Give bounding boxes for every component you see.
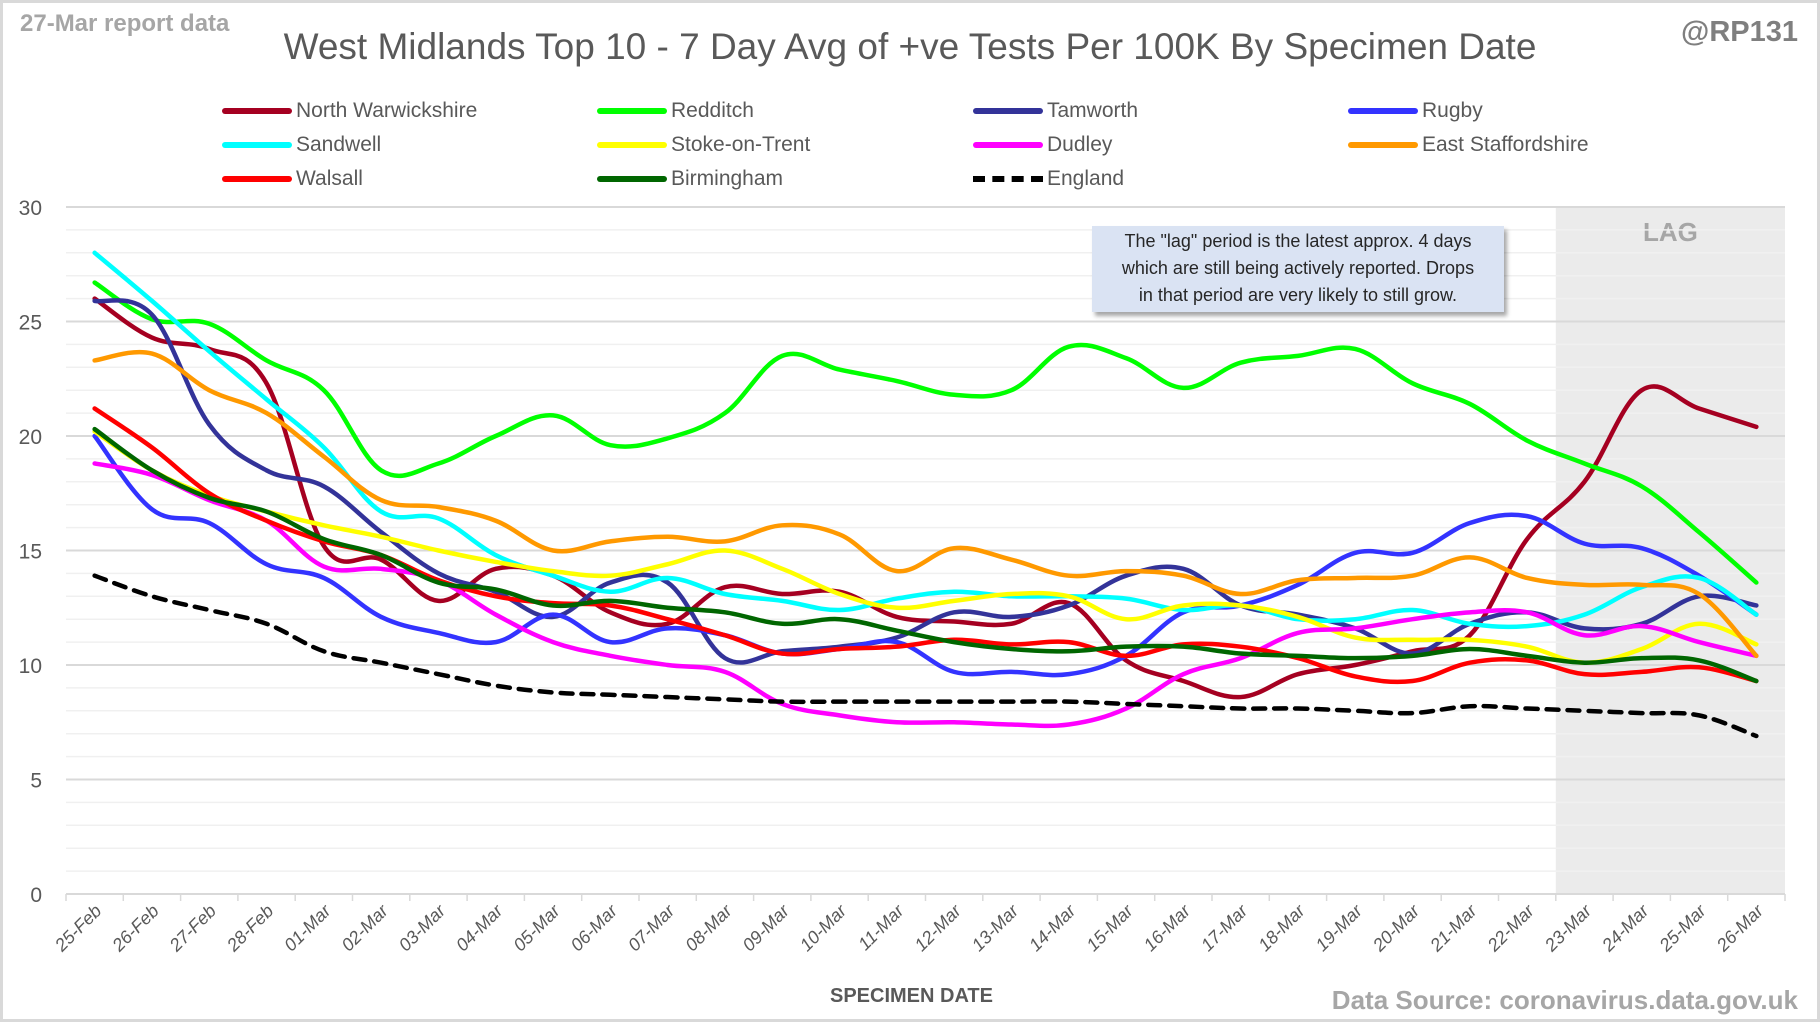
x-tick-label: 21-Mar: [1426, 900, 1482, 956]
x-tick-label: 06-Mar: [567, 900, 622, 955]
report-date-label: 27-Mar report data: [20, 10, 230, 37]
x-tick-label: 26-Feb: [108, 901, 163, 956]
series-line-dudley: [92, 461, 1759, 729]
x-tick-label: 09-Mar: [739, 900, 794, 955]
legend-swatch: [597, 108, 667, 114]
legend-label: Sandwell: [296, 133, 382, 156]
x-tick-label: 25-Mar: [1655, 900, 1711, 956]
lag-annotation-box: The "lag" period is the latest approx. 4…: [1092, 226, 1504, 312]
legend-item: England: [973, 164, 1124, 194]
legend-swatch: [973, 108, 1043, 114]
legend-swatch: [1348, 108, 1418, 114]
x-tick-label: 22-Mar: [1483, 900, 1539, 956]
x-tick-label: 01-Mar: [280, 900, 335, 955]
x-tick-label: 16-Mar: [1140, 900, 1195, 955]
x-tick-label: 25-Feb: [50, 901, 105, 956]
y-tick-label: 10: [19, 655, 42, 678]
annotation-line: which are still being actively reported.…: [1121, 258, 1475, 278]
x-tick-label: 15-Mar: [1082, 900, 1137, 955]
x-tick-label: 17-Mar: [1197, 900, 1252, 955]
x-tick-label: 04-Mar: [452, 900, 507, 955]
legend-item: Walsall: [222, 164, 363, 194]
y-tick-label: 15: [19, 541, 42, 564]
series-line-north-warwickshire: [92, 296, 1759, 700]
legend-swatch: [1348, 142, 1418, 148]
x-tick-label: 19-Mar: [1312, 900, 1367, 955]
x-tick-label: 11-Mar: [854, 900, 908, 954]
x-tick-label: 20-Mar: [1368, 900, 1424, 956]
legend-swatch: [597, 176, 667, 182]
legend-item: Redditch: [597, 96, 754, 126]
legend-item: Tamworth: [973, 96, 1138, 126]
x-tick-label: 27-Feb: [165, 901, 220, 956]
legend-item: East Staffordshire: [1348, 130, 1589, 160]
y-tick-label: 0: [30, 884, 42, 907]
annotation-line: in that period are very likely to still …: [1138, 285, 1458, 305]
series-line-rugby: [92, 433, 1759, 678]
legend-swatch: [973, 176, 1043, 182]
x-tick-label: 12-Mar: [911, 900, 966, 955]
legend-swatch: [222, 142, 292, 148]
legend-swatch: [973, 142, 1043, 148]
annotation-line: The "lag" period is the latest approx. 4…: [1124, 231, 1472, 251]
x-tick-label: 28-Feb: [222, 901, 277, 956]
legend-label: Tamworth: [1047, 99, 1139, 122]
legend-swatch: [597, 142, 667, 148]
legend-label: Rugby: [1422, 99, 1483, 122]
x-axis-title: SPECIMEN DATE: [830, 985, 993, 1007]
legend-item: Rugby: [1348, 96, 1483, 126]
data-source-label: Data Source: coronavirus.data.gov.uk: [1331, 985, 1798, 1015]
x-tick-label: 13-Mar: [968, 900, 1023, 955]
legend-item: Stoke-on-Trent: [597, 130, 810, 160]
x-tick-label: 02-Mar: [338, 900, 393, 955]
legend-item: Birmingham: [597, 164, 783, 194]
legend-label: Dudley: [1047, 133, 1113, 156]
x-tick-label: 07-Mar: [624, 900, 679, 955]
x-tick-label: 03-Mar: [395, 900, 450, 955]
x-tick-label: 10-Mar: [796, 900, 851, 955]
x-tick-label: 24-Mar: [1597, 900, 1653, 956]
legend-label: England: [1047, 167, 1125, 190]
x-tick-label: 05-Mar: [509, 900, 564, 955]
legend-label: Stoke-on-Trent: [671, 133, 811, 156]
x-tick-label: 08-Mar: [681, 900, 736, 955]
series-line-birmingham: [92, 426, 1759, 684]
author-handle: @RP131: [1681, 16, 1798, 48]
legend-item: Sandwell: [222, 130, 381, 160]
legend-label: Birmingham: [671, 167, 784, 190]
chart-title: West Midlands Top 10 - 7 Day Avg of +ve …: [283, 26, 1537, 67]
legend-swatch: [222, 108, 292, 114]
x-tick-label: 23-Mar: [1540, 900, 1596, 956]
series-line-stoke-on-trent: [92, 429, 1759, 665]
legend-item: North Warwickshire: [222, 96, 477, 126]
x-tick-label: 26-Mar: [1712, 900, 1768, 956]
legend-label: East Staffordshire: [1422, 133, 1589, 156]
lag-label: LAG: [1643, 217, 1698, 247]
legend-swatch: [222, 176, 292, 182]
x-tick-label: 18-Mar: [1254, 900, 1309, 955]
legend-item: Dudley: [973, 130, 1112, 160]
y-tick-label: 25: [19, 312, 42, 335]
y-tick-label: 30: [19, 197, 42, 220]
series-line-england: [92, 573, 1759, 739]
legend-label: Redditch: [671, 99, 754, 122]
y-tick-label: 20: [19, 426, 42, 449]
series-line-east-staffordshire: [92, 349, 1759, 659]
legend-label: Walsall: [296, 167, 363, 190]
y-tick-label: 5: [30, 770, 42, 793]
x-tick-label: 14-Mar: [1025, 900, 1080, 955]
legend-label: North Warwickshire: [296, 99, 478, 122]
series-line-redditch: [92, 280, 1759, 585]
